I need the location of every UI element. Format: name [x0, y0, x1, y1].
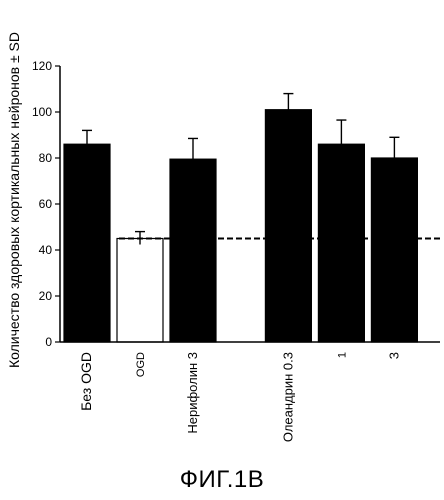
bar-5 — [370, 157, 418, 343]
figure-caption: ФИГ.1В — [179, 466, 265, 493]
bars — [63, 109, 418, 343]
y-tick-label-80: 80 — [39, 151, 53, 165]
category-label-1: OGD — [135, 352, 147, 377]
y-tick-label-60: 60 — [39, 197, 53, 211]
category-label-0: Без OGD — [78, 352, 94, 411]
y-tick-label-100: 100 — [32, 105, 52, 119]
y-tick-label-20: 20 — [39, 289, 53, 303]
category-label-5: 3 — [386, 352, 401, 359]
error-bars — [82, 92, 400, 245]
y-tick-label-0: 0 — [45, 335, 52, 349]
y-tick-label-40: 40 — [39, 243, 53, 257]
category-label-4: 1 — [336, 352, 348, 358]
y-tick-label-120: 120 — [32, 59, 52, 73]
category-label-3: Олеандрин 0.3 — [280, 352, 295, 442]
bar-2 — [169, 158, 217, 343]
y-axis-label: Количество здоровых кортикальных нейроно… — [6, 31, 22, 369]
bar-0 — [63, 143, 111, 343]
y-axis-ticks: 0 20 40 60 80 100 120 — [32, 59, 60, 349]
bar-4 — [317, 143, 365, 343]
bar-1 — [116, 237, 164, 343]
category-label-2: Нерифолин 3 — [185, 352, 200, 434]
category-labels: Без OGD OGD Нерифолин 3 Олеандрин 0.3 1 3 — [78, 352, 401, 442]
bar-3 — [264, 109, 312, 343]
